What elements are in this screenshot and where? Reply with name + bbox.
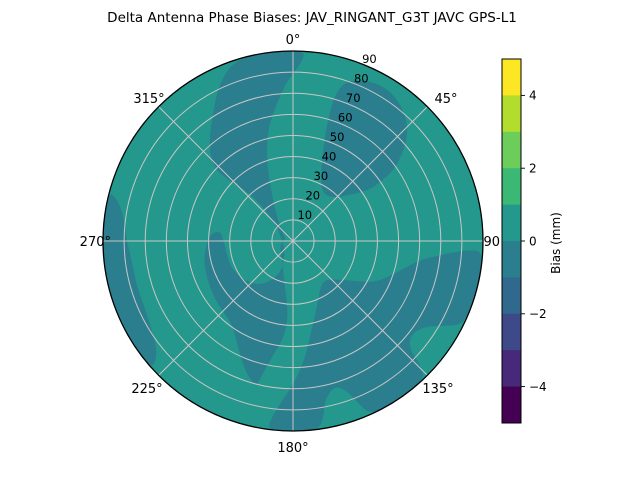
colorbar-band-8 [502,350,521,388]
angular-tick-labels: 0° 45° 90 135° 180° 225° 270° 315° [80,33,500,456]
polar-outline [102,50,484,432]
radial-tick-label-20: 20 [305,189,320,203]
colorbar-tick-label--4: −4 [529,380,547,394]
colorbar-band-4 [502,204,521,242]
colorbar-tick-label-4: 4 [529,89,537,103]
colorbar-band-9 [502,386,521,424]
colorbar-band-2 [502,131,521,169]
radial-tick-label-80: 80 [354,72,369,86]
negative-bias-region-west-rim-band [103,194,157,366]
radial-tick-label-60: 60 [338,111,353,125]
angular-tick-label-180: 180° [277,441,308,456]
angular-gridline-45 [292,106,428,242]
colorbar-tick-label-0: 0 [529,234,537,248]
colorbar-band-6 [502,277,521,315]
radial-tick-label-10: 10 [297,208,312,222]
chart-title: Delta Antenna Phase Biases: JAV_RINGANT_… [107,10,517,26]
angular-tick-label-315: 315° [133,92,164,107]
colorbar-axis-label: Bias (mm) [549,212,563,274]
negative-bias-region-north-rim-band-through-center-to-southwest-blob-and-west-arm [204,51,304,384]
radial-tick-label-40: 40 [322,150,337,164]
angular-gridline-315 [158,106,294,242]
angular-tick-label-0: 0° [286,33,301,48]
radial-tick-label-50: 50 [330,130,345,144]
colorbar-band-3 [502,168,521,206]
negative-bias-region-northeast-kidney-blob [321,80,408,197]
angular-gridline-225 [158,240,294,376]
polar-grid [103,51,483,431]
angular-tick-label-225: 225° [131,382,162,397]
colorbar-band-1 [502,95,521,133]
angular-gridline-135 [292,240,428,376]
colorbar-band-0 [502,59,521,96]
angular-tick-label-90: 90 [483,235,500,250]
colorbar: 4 2 0 −2 −4 Bias (mm) [501,58,563,424]
colorbar-tick-label--2: −2 [529,307,547,321]
colorbar-band-7 [502,313,521,351]
colorbar-tick-label-2: 2 [529,162,537,176]
angular-tick-label-135: 135° [422,382,453,397]
radial-tick-label-90: 90 [362,52,377,66]
radial-tick-label-30: 30 [314,169,329,183]
radial-tick-label-70: 70 [346,91,361,105]
angular-tick-label-45: 45° [434,92,457,107]
colorbar-band-5 [502,241,521,278]
radial-tick-labels: 10 20 30 40 50 60 70 80 90 [297,52,376,222]
angular-tick-label-270: 270° [80,235,111,250]
